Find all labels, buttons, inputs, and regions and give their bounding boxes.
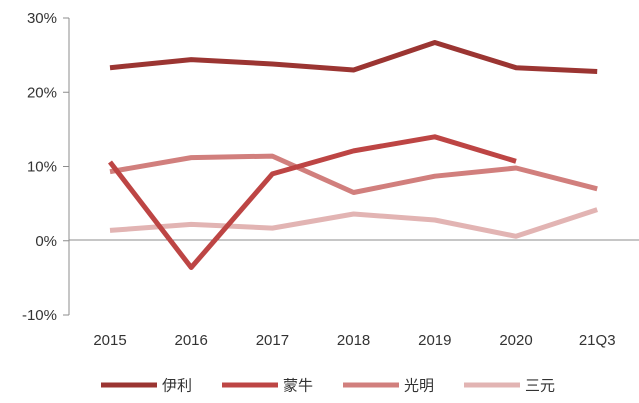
series-line	[109, 153, 598, 195]
series-layer	[108, 40, 598, 270]
y-ticks: 30% 20% 10% 0% -10%	[22, 10, 69, 324]
y-tick-label: 30%	[27, 10, 57, 27]
legend-label: 伊利	[162, 377, 192, 395]
legend-label: 蒙牛	[283, 377, 313, 395]
x-tick-label: 2018	[337, 332, 370, 349]
x-ticks: 2015 2016 2017 2018 2019 2020 21Q3	[93, 332, 615, 349]
x-tick-label: 21Q3	[579, 332, 616, 349]
x-tick-label: 2017	[256, 332, 289, 349]
legend-label: 光明	[404, 377, 434, 395]
y-tick-label: -10%	[22, 307, 57, 324]
y-tick-label: 10%	[27, 159, 57, 176]
legend-label: 三元	[525, 377, 555, 395]
y-tick-label: 0%	[35, 233, 57, 250]
legend: 伊利 蒙牛 光明 三元	[101, 377, 555, 395]
x-tick-label: 2020	[499, 332, 532, 349]
x-tick-label: 2016	[175, 332, 208, 349]
x-tick-label: 2019	[418, 332, 451, 349]
y-tick-label: 20%	[27, 84, 57, 101]
series-line	[108, 134, 517, 270]
series-line	[109, 40, 598, 74]
axes: 30% 20% 10% 0% -10% 2015 2016 2017 2018 2019 2020…	[22, 10, 639, 349]
series-line	[109, 207, 598, 239]
x-tick-label: 2015	[93, 332, 126, 349]
